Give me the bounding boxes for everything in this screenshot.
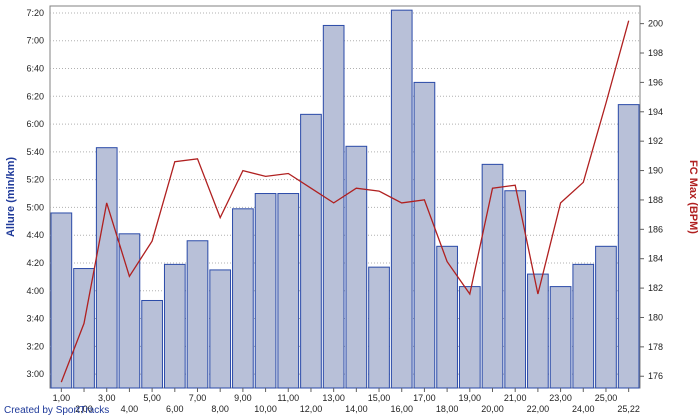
x-tick-label: 23,00 [549,393,572,403]
y-right-tick-label: 176 [648,371,663,381]
x-tick-label: 22,00 [527,404,550,414]
y-left-tick-label: 6:20 [26,91,44,101]
x-tick-label: 7,00 [189,393,207,403]
bar [595,245,617,389]
y-right-tick-label: 182 [648,283,663,293]
x-tick-label: 24,00 [572,404,595,414]
y-left-tick-label: 5:00 [26,202,44,212]
y-left-tick-label: 4:00 [26,286,44,296]
x-tick-label: 18,00 [436,404,459,414]
y-right-axis-label: FC Max (BPM) [687,160,699,234]
x-tick-label: 25,00 [595,393,618,403]
y-left-tick-label: 3:20 [26,341,44,351]
x-tick-label: 19,00 [459,393,482,403]
y-left-tick-label: 7:00 [26,36,44,46]
y-left-tick-label: 4:40 [26,230,44,240]
bar [617,104,640,389]
bar [118,233,141,389]
y-left-tick-label: 4:20 [26,258,44,268]
bar [186,240,209,389]
x-tick-label: 10,00 [254,404,277,414]
x-tick-label: 20,00 [481,404,504,414]
x-tick-label: 3,00 [98,393,116,403]
bar [141,299,163,389]
bar [300,113,322,389]
y-right-tick-label: 200 [648,19,663,29]
bar [95,147,118,389]
x-tick-label: 17,00 [413,393,436,403]
y-right-tick-label: 190 [648,166,663,176]
y-right-tick-label: 184 [648,254,663,264]
bar [209,269,232,389]
bar [413,81,436,389]
bar [345,145,368,389]
bar [322,24,345,389]
bar [481,163,504,389]
y-right-tick-label: 186 [648,224,663,234]
x-tick-label: 12,00 [300,404,323,414]
y-left-tick-label: 6:40 [26,64,44,74]
x-tick-label: 4,00 [121,404,139,414]
y-right-tick-label: 192 [648,136,663,146]
y-left-tick-label: 5:20 [26,175,44,185]
y-left-tick-label: 3:00 [26,369,44,379]
y-left-tick-label: 3:40 [26,314,44,324]
credit-text: Created by SportTracks [4,405,110,416]
x-tick-label: 1,00 [53,393,71,403]
fc-max-line [60,20,630,383]
bar [232,208,254,389]
x-tick-label: 25,22 [617,404,640,414]
y-right-tick-label: 180 [648,312,663,322]
bar [549,286,572,389]
bar [163,263,186,389]
y-left-axis-label: Allure (min/km) [5,157,17,237]
x-tick-label: 8,00 [211,404,229,414]
x-tick-label: 6,00 [166,404,184,414]
y-right-tick-label: 194 [648,107,663,117]
x-tick-label: 16,00 [390,404,413,414]
bar [436,245,458,389]
x-tick-label: 21,00 [504,393,527,403]
y-left-tick-label: 6:00 [26,119,44,129]
bar [277,193,300,389]
x-tick-label: 11,00 [277,393,299,403]
y-right-tick-label: 198 [648,48,663,58]
x-tick-label: 15,00 [368,393,391,403]
y-right-tick-label: 188 [648,195,663,205]
x-tick-label: 9,00 [234,393,252,403]
y-right-tick-label: 178 [648,342,663,352]
x-tick-label: 13,00 [322,393,345,403]
bar [572,263,595,389]
y-left-tick-label: 7:20 [26,8,44,18]
y-left-tick-label: 5:40 [26,147,44,157]
x-tick-label: 14,00 [345,404,368,414]
bar [458,286,481,389]
x-tick-label: 5,00 [143,393,161,403]
y-right-tick-label: 196 [648,77,663,87]
bar [254,193,277,389]
x-tick-label: 2,00 [75,404,93,414]
bar [368,266,390,389]
